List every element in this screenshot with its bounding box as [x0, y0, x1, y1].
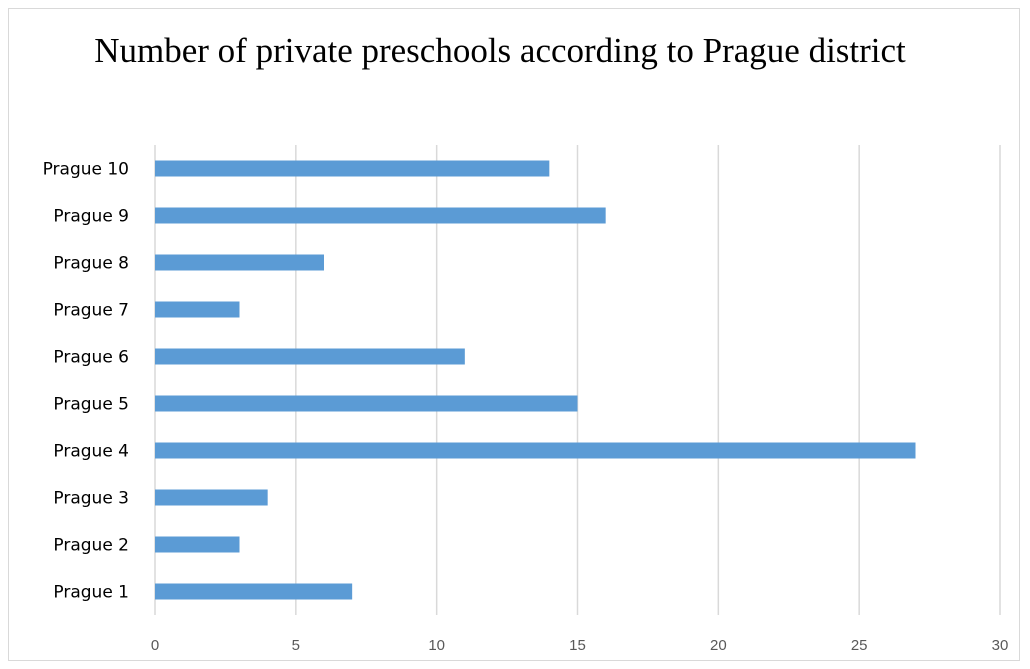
x-tick-label: 0: [151, 637, 159, 654]
x-tick-label: 10: [428, 637, 445, 654]
category-label: Prague 8: [53, 254, 129, 274]
category-label: Prague 5: [53, 395, 129, 415]
bar: [155, 536, 240, 553]
category-labels: Prague 1 Prague 2 Prague 3 Prague 4 Prague 5…: [43, 160, 129, 603]
category-label: Prague 4: [53, 442, 129, 462]
category-label: Prague 6: [53, 348, 129, 368]
category-label: Prague 10: [43, 160, 129, 180]
category-label: Prague 2: [53, 536, 129, 556]
bar: [155, 207, 606, 224]
category-label: Prague 1: [53, 583, 129, 603]
bar: [155, 583, 353, 600]
bar: [155, 395, 578, 412]
x-tick-label: 25: [851, 637, 868, 654]
bar: [155, 160, 550, 177]
x-tick-labels: 0 5 10 15 20 25 30: [151, 637, 1009, 654]
bar: [155, 254, 324, 271]
category-label: Prague 7: [53, 301, 129, 321]
bar: [155, 348, 465, 365]
category-label: Prague 9: [53, 207, 129, 227]
x-tick-label: 20: [710, 637, 727, 654]
x-tick-label: 30: [992, 637, 1009, 654]
x-tick-label: 5: [292, 637, 300, 654]
category-label: Prague 3: [53, 489, 129, 509]
bar: [155, 442, 916, 459]
bar: [155, 489, 268, 506]
bars: [155, 160, 916, 600]
bar: [155, 301, 240, 318]
x-tick-label: 15: [569, 637, 586, 654]
chart-title: Number of private preschools according t…: [94, 31, 906, 70]
